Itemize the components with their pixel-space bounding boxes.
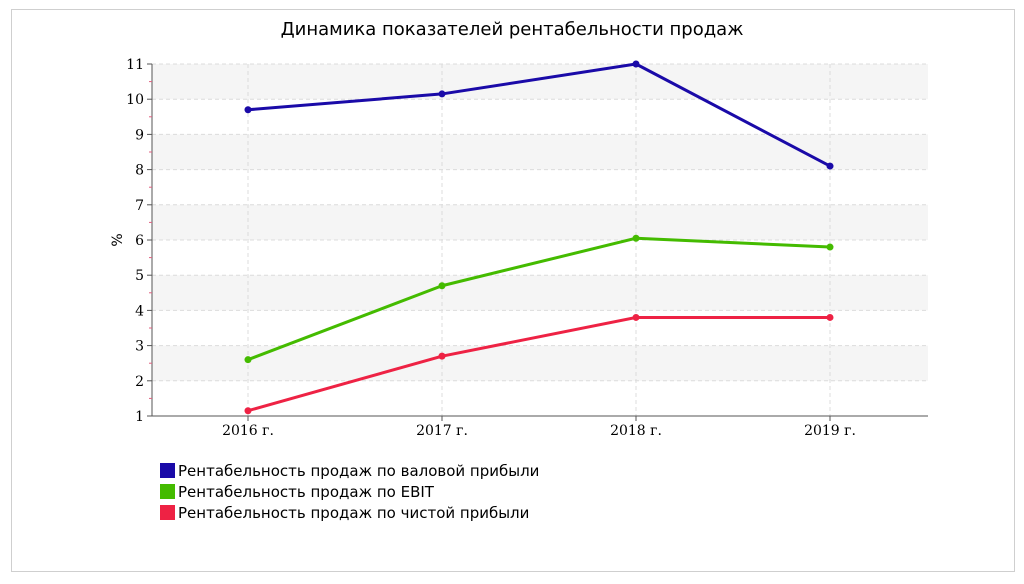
grid-band — [152, 134, 928, 170]
grid-band — [152, 204, 928, 240]
legend-label-gross: Рентабельность продаж по валовой прибыли — [178, 461, 540, 480]
data-point — [826, 313, 834, 321]
grid-band — [152, 275, 928, 311]
x-tick-label: 2016 г. — [222, 423, 274, 439]
y-tick-label: 1 — [135, 409, 144, 425]
data-point — [244, 356, 252, 364]
x-tick-label: 2018 г. — [610, 423, 662, 439]
legend-item-ebit: Рентабельность продаж по EBIT — [160, 481, 539, 502]
data-point — [826, 243, 834, 251]
y-tick-label: 2 — [135, 374, 144, 390]
y-tick-label: 9 — [135, 127, 144, 143]
grid-band — [152, 345, 928, 381]
data-point — [632, 60, 640, 68]
legend-label-ebit: Рентабельность продаж по EBIT — [178, 482, 434, 501]
data-point — [438, 282, 446, 290]
y-tick-label: 8 — [135, 163, 144, 179]
data-point — [438, 90, 446, 98]
series-line — [247, 315, 830, 413]
data-point — [244, 106, 252, 114]
y-axis-label: % — [110, 233, 126, 246]
legend-swatch-ebit — [160, 484, 175, 499]
chart-title: Динамика показателей рентабельности прод… — [280, 19, 744, 40]
data-point — [826, 162, 834, 170]
x-tick-label: 2019 г. — [804, 423, 856, 439]
series-line — [247, 236, 831, 362]
data-point — [632, 234, 640, 242]
y-tick-label: 10 — [126, 92, 144, 108]
legend-swatch-net — [160, 505, 175, 520]
y-tick-label: 7 — [135, 198, 144, 214]
y-tick-label: 4 — [135, 303, 144, 319]
y-tick-label: 5 — [135, 268, 144, 284]
legend-item-gross: Рентабельность продаж по валовой прибыли — [160, 460, 539, 481]
legend-item-net: Рентабельность продаж по чистой прибыли — [160, 502, 539, 523]
data-point — [632, 313, 640, 321]
data-point — [438, 352, 446, 360]
legend-swatch-gross — [160, 463, 175, 478]
grid-band — [152, 64, 928, 100]
data-point — [244, 407, 252, 415]
y-tick-label: 11 — [126, 57, 144, 73]
legend-label-net: Рентабельность продаж по чистой прибыли — [178, 503, 530, 522]
x-tick-label: 2017 г. — [416, 423, 468, 439]
chart-legend: Рентабельность продаж по валовой прибыли… — [160, 460, 539, 523]
series-line — [247, 62, 831, 168]
y-tick-label: 6 — [135, 233, 144, 249]
y-tick-label: 3 — [135, 339, 144, 355]
